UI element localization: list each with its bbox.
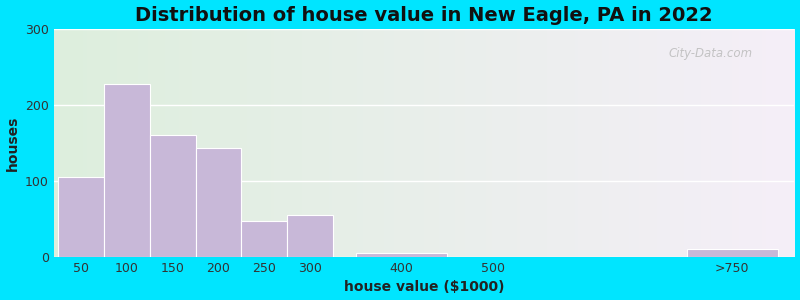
Bar [104, 84, 150, 257]
Bar [287, 215, 333, 257]
Bar [195, 148, 242, 257]
Bar [686, 249, 778, 257]
Bar [150, 135, 195, 257]
Bar [58, 177, 104, 257]
Y-axis label: houses: houses [6, 115, 19, 171]
X-axis label: house value ($1000): house value ($1000) [344, 280, 504, 294]
Bar [242, 221, 287, 257]
Title: Distribution of house value in New Eagle, PA in 2022: Distribution of house value in New Eagle… [135, 6, 713, 25]
Bar [355, 253, 447, 257]
Text: City-Data.com: City-Data.com [669, 47, 753, 60]
